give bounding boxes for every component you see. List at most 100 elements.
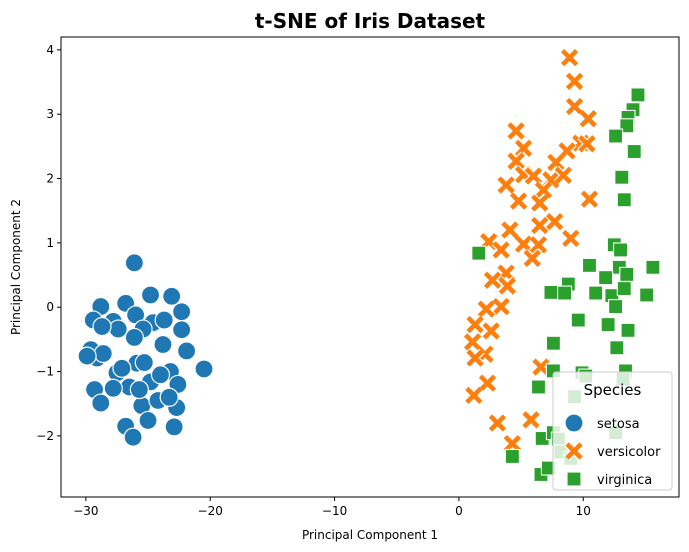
marker-cross (532, 358, 550, 376)
marker-cross (523, 249, 541, 267)
data-point-setosa (134, 352, 154, 373)
data-point-virginica (530, 379, 547, 395)
marker-cross (509, 192, 528, 210)
marker-cross (554, 166, 573, 184)
legend-label-virginica: virginica (597, 473, 652, 488)
data-point-versicolor (560, 48, 580, 68)
marker-cross (531, 194, 549, 212)
data-point-versicolor (521, 410, 541, 430)
data-point-versicolor (491, 240, 511, 260)
y-tick-label: 4 (46, 43, 54, 57)
x-tick-label: 10 (576, 504, 591, 518)
data-point-virginica (471, 245, 487, 261)
data-point-versicolor (496, 175, 516, 195)
legend-label-versicolor: versicolor (597, 445, 661, 460)
data-point-virginica (639, 287, 655, 303)
data-point-virginica (613, 242, 629, 258)
y-tick-label: 0 (46, 300, 54, 314)
marker-cross (565, 97, 584, 116)
legend-marker-versicolor (564, 441, 584, 461)
data-point-versicolor (531, 357, 551, 377)
data-point-versicolor (506, 151, 526, 171)
marker-cross (501, 221, 519, 239)
data-point-versicolor (524, 166, 544, 186)
data-point-setosa (92, 316, 112, 337)
marker-cross (478, 374, 497, 392)
data-point-versicolor (465, 348, 485, 368)
data-point-setosa (93, 343, 113, 364)
marker-cross (498, 277, 517, 295)
marker-cross (466, 315, 484, 334)
data-point-versicolor (565, 96, 585, 116)
marker-cross (579, 110, 597, 128)
data-point-setosa (150, 365, 171, 385)
marker-cross (482, 322, 500, 340)
data-point-virginica (630, 87, 646, 103)
marker-cross (560, 48, 579, 67)
x-axis: −30 −20 −10 0 10 (73, 497, 591, 518)
marker-cross (580, 190, 599, 208)
data-point-versicolor (478, 373, 498, 393)
data-point-setosa (103, 378, 123, 398)
data-point-virginica (626, 143, 642, 160)
data-point-virginica (608, 128, 624, 144)
data-point-versicolor (514, 234, 534, 254)
y-tick-label: 1 (46, 236, 54, 250)
data-point-versicolor (509, 191, 529, 211)
legend-marker-setosa (564, 413, 584, 433)
data-point-versicolor (491, 297, 511, 317)
y-tick-label: −2 (36, 429, 54, 443)
data-point-versicolor (487, 413, 507, 433)
data-point-versicolor (561, 228, 581, 248)
x-tick-label: 0 (455, 504, 463, 518)
marker-cross (492, 241, 510, 259)
marker-cross (578, 135, 596, 153)
data-point-setosa (194, 359, 214, 379)
data-point-setosa (138, 410, 158, 431)
y-axis: −2 −1 0 1 2 3 4 (36, 43, 61, 443)
data-point-versicolor (514, 138, 534, 158)
data-point-setosa (91, 393, 111, 413)
marker-cross (497, 176, 515, 194)
data-point-setosa (124, 253, 144, 273)
data-point-virginica (598, 270, 614, 286)
legend: Species setosa versicolor virginica (552, 371, 673, 491)
marker-cross (522, 411, 540, 429)
data-point-versicolor (476, 299, 496, 319)
data-point-virginica (581, 257, 597, 273)
data-point-versicolor (464, 385, 484, 405)
data-point-setosa (159, 387, 179, 407)
data-point-virginica (504, 448, 520, 464)
marker-cross (562, 229, 580, 248)
data-point-versicolor (506, 121, 526, 141)
marker-cross (524, 167, 543, 185)
data-point-versicolor (528, 235, 548, 255)
series-versicolor (463, 48, 599, 454)
legend-title: Species (584, 381, 642, 399)
marker-cross (507, 122, 525, 140)
data-point-setosa (164, 417, 184, 437)
data-point-versicolor (482, 270, 502, 290)
data-point-versicolor (522, 248, 542, 268)
marker-cross (466, 349, 484, 367)
data-point-versicolor (463, 332, 483, 352)
x-tick-label: −20 (198, 504, 223, 518)
data-point-virginica (616, 192, 632, 208)
marker-cross (546, 212, 564, 231)
chart-title: t-SNE of Iris Dataset (255, 9, 486, 33)
y-tick-label: −1 (36, 365, 54, 379)
marker-cross (463, 333, 482, 351)
data-point-versicolor (502, 434, 522, 454)
legend-label-setosa: setosa (597, 417, 640, 432)
data-point-virginica (619, 118, 635, 134)
marker-cross (514, 139, 533, 157)
data-point-versicolor (497, 276, 517, 296)
marker-cross (529, 236, 548, 254)
data-point-virginica (570, 312, 586, 328)
data-point-versicolor (579, 189, 599, 209)
data-point-versicolor (545, 212, 565, 232)
data-point-virginica (616, 281, 632, 297)
data-point-versicolor (553, 165, 573, 185)
data-point-versicolor (530, 193, 550, 213)
